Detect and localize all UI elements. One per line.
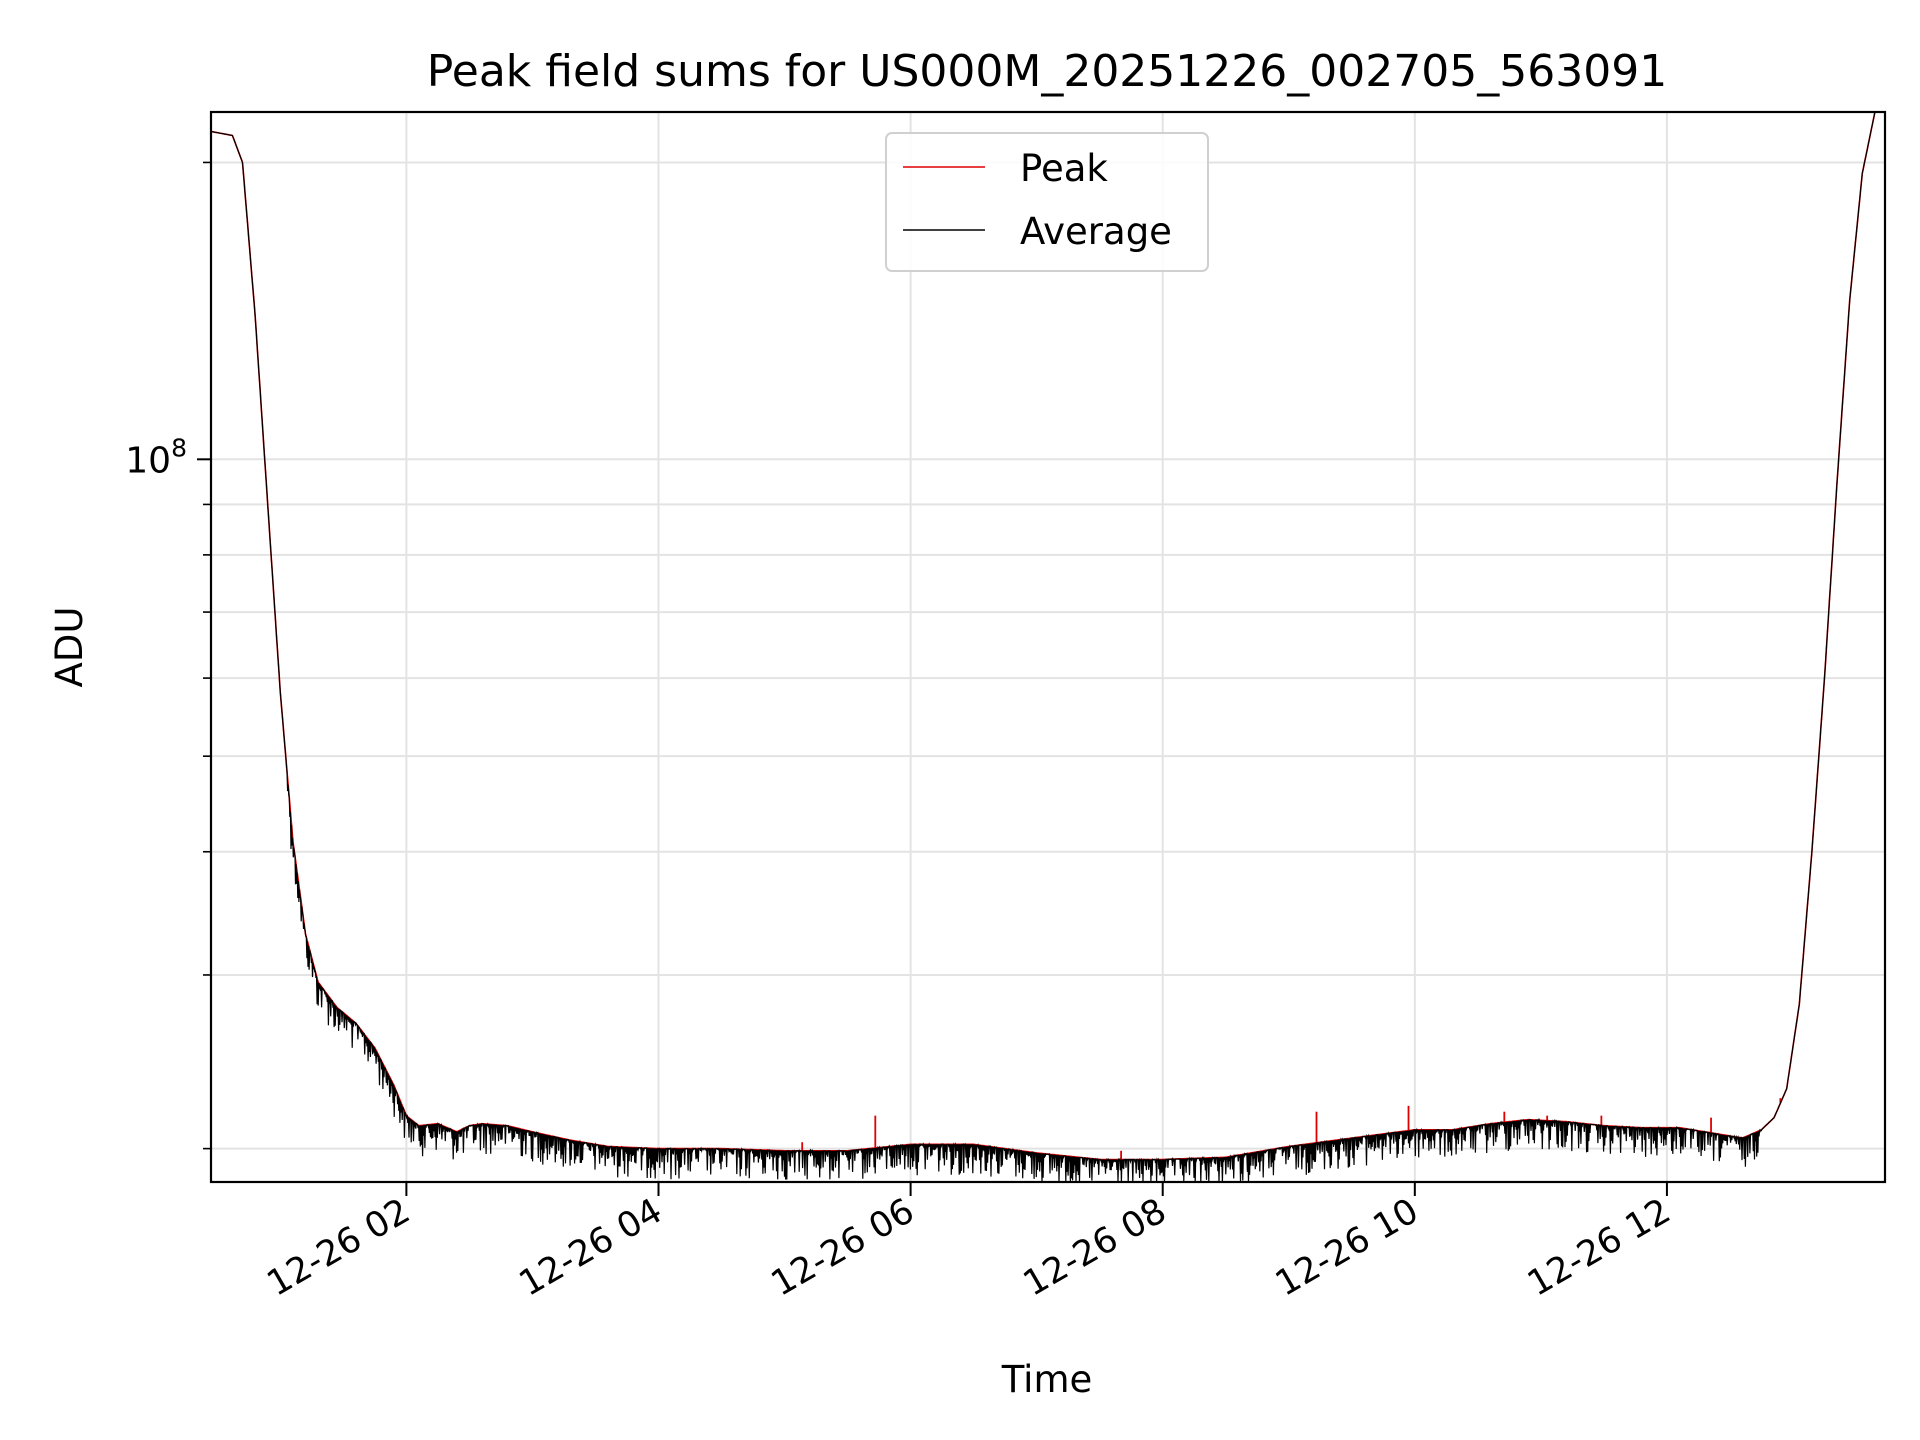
y-tick-label: 108 [125, 433, 187, 481]
chart-title: Peak field sums for US000M_20251226_0027… [427, 46, 1667, 97]
plot-frame [209, 110, 1887, 1184]
y-axis-label: ADU [48, 607, 91, 688]
legend-label-peak: Peak [1020, 147, 1108, 190]
x-axis-label: Time [1001, 1358, 1093, 1401]
series-layer [210, 111, 1885, 1183]
legend: Peak Average [885, 132, 1209, 272]
series-line-average [210, 111, 1885, 1183]
legend-label-average: Average [1020, 210, 1172, 253]
